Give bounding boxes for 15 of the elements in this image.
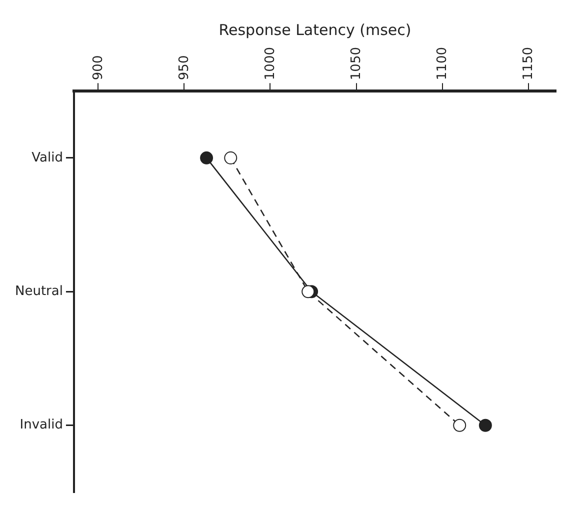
- x-axis-title: Response Latency (msec): [218, 20, 412, 39]
- x-tick-label: 1050: [349, 46, 364, 80]
- x-tick-label: 1100: [435, 46, 450, 80]
- point: [453, 418, 466, 432]
- y-tick-label: Invalid: [20, 418, 63, 433]
- x-tick-label: 950: [176, 55, 192, 80]
- y-tick-label: Neutral: [15, 284, 63, 300]
- x-tick-label: 1000: [263, 46, 278, 80]
- x-tick-label: 1150: [521, 46, 536, 80]
- y-tick-label: Valid: [32, 150, 63, 166]
- point: [478, 418, 492, 432]
- x-tick-label: 900: [90, 55, 106, 80]
- point: [302, 285, 315, 298]
- point: [224, 151, 238, 164]
- point: [200, 151, 214, 164]
